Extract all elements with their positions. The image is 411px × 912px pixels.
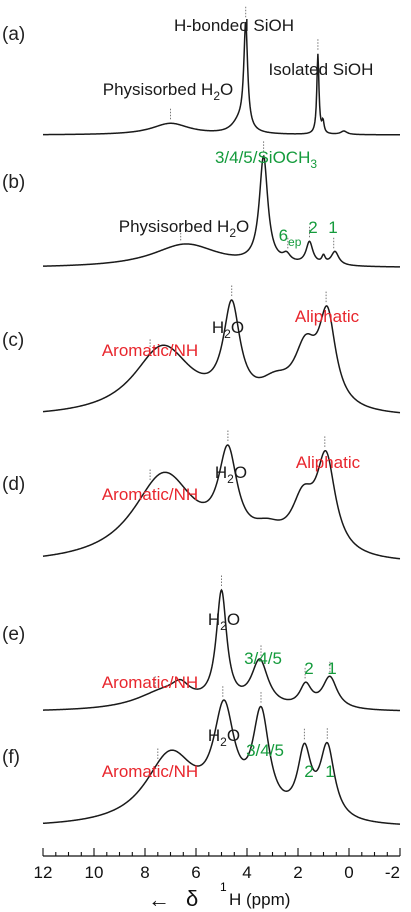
spectrum-line (42, 699, 401, 825)
peak-annotation: Aromatic/NH (102, 485, 198, 504)
x-axis-unit: H (ppm) (229, 890, 290, 909)
peak-annotation: 3/4/5 (244, 649, 282, 668)
peak-annotation: 1 (325, 762, 334, 781)
spectrum-panel: (f) H2O 3/4/5 Aromatic/NH 2 1 (2, 684, 401, 825)
x-tick-label: 6 (191, 863, 200, 882)
spectra-panels: (a) H-bonded SiOH Physisorbed H2O Isolated … (2, 5, 401, 825)
spectrum-line (42, 299, 401, 414)
peak-annotation: Aromatic/NH (102, 341, 198, 360)
panel-label: (b) (2, 172, 25, 193)
spectrum-panel: (b) 3/4/5/SiOCH3 Physisorbed H2O 6ep 2 1 (2, 139, 401, 268)
peak-annotation: H2O (212, 318, 244, 341)
peak-annotation: 1 (328, 218, 337, 237)
peak-annotation: Isolated SiOH (269, 60, 374, 79)
x-axis-arrow: ← (148, 887, 170, 912)
panel-label: (f) (2, 747, 20, 768)
peak-annotation: H2O (208, 726, 240, 749)
peak-annotation: Physisorbed H2O (103, 80, 233, 103)
panel-label: (e) (2, 624, 25, 645)
spectrum-line (42, 444, 401, 560)
peak-annotation: H2O (208, 610, 240, 633)
peak-annotation: 6ep (279, 226, 302, 249)
x-tick-label: 8 (140, 863, 149, 882)
spectrum-panel: (c) H2O Aliphatic Aromatic/NH (2, 284, 401, 414)
peak-annotation: H2O (215, 463, 247, 486)
peak-annotation: 2 (304, 659, 313, 678)
peak-annotation: 2 (308, 218, 317, 237)
peak-annotation: Physisorbed H2O (119, 217, 249, 240)
x-tick-label: 4 (242, 863, 251, 882)
spectrum-line (42, 154, 401, 268)
x-tick-label: -2 (385, 863, 400, 882)
peak-annotation: 3/4/5/SiOCH3 (215, 148, 317, 171)
peak-annotation: Aliphatic (296, 453, 361, 472)
x-tick-label: 0 (344, 863, 353, 882)
spectrum-panel: (a) H-bonded SiOH Physisorbed H2O Isolated … (2, 5, 400, 136)
peak-annotation: 2 (304, 762, 313, 781)
panel-label: (c) (2, 330, 24, 351)
peak-annotation: 3/4/5 (246, 741, 284, 760)
spectrum-panel: (d) H2O Aliphatic Aromatic/NH (2, 429, 401, 560)
spectrum-line (42, 588, 401, 712)
spectrum-line (43, 21, 400, 136)
x-axis-superscript: 1 (220, 880, 227, 894)
peak-annotation: H-bonded SiOH (174, 16, 294, 35)
peak-annotation: Aromatic/NH (102, 673, 198, 692)
x-tick-label: 10 (85, 863, 104, 882)
peak-annotation: 1 (327, 659, 336, 678)
x-axis-ticks: 12 10 8 6 4 2 0 -2 (34, 848, 401, 882)
x-axis-delta: δ (186, 886, 198, 911)
peak-annotation: Aromatic/NH (102, 762, 198, 781)
x-tick-label: 2 (293, 863, 302, 882)
panel-label: (a) (2, 24, 25, 45)
x-tick-label: 12 (34, 863, 53, 882)
panel-label: (d) (2, 474, 25, 495)
peak-annotation: Aliphatic (295, 307, 360, 326)
x-axis-title: ← δ 1 H (ppm) (148, 880, 290, 912)
x-axis: 12 10 8 6 4 2 0 -2 ← δ 1 H (ppm) (34, 848, 401, 912)
